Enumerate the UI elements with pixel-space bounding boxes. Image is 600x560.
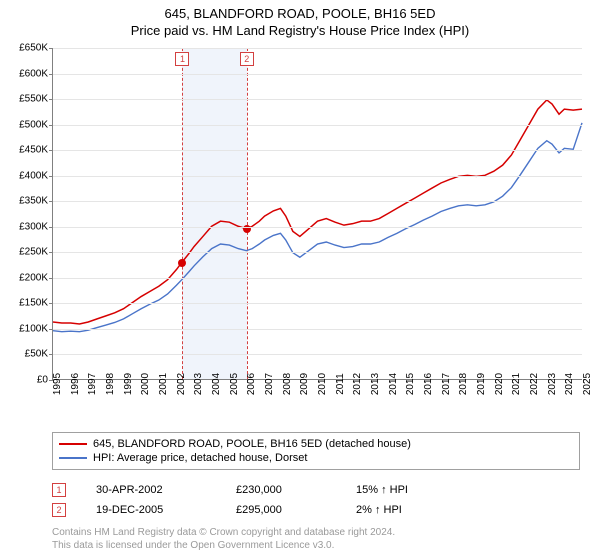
sales-row-0: 1 30-APR-2002 £230,000 15% ↑ HPI (52, 480, 580, 500)
x-tick-label: 2003 (193, 373, 204, 395)
sale-point-1 (178, 259, 186, 267)
x-tick-label: 2016 (423, 373, 434, 395)
footer-line-1: Contains HM Land Registry data © Crown c… (52, 526, 395, 539)
x-tick-label: 2022 (529, 373, 540, 395)
x-axis: 1995199619971998199920002001200220032004… (52, 380, 582, 425)
sales-row-date-1: 19-DEC-2005 (96, 504, 206, 516)
y-tick-label: £400K (19, 170, 48, 181)
title-main: 645, BLANDFORD ROAD, POOLE, BH16 5ED (0, 6, 600, 21)
y-tick-label: £0 (37, 375, 48, 386)
legend-swatch-1 (59, 457, 87, 459)
legend-label-0: 645, BLANDFORD ROAD, POOLE, BH16 5ED (de… (93, 438, 411, 450)
y-tick-label: £100K (19, 323, 48, 334)
chart-area: 1 2 (52, 48, 582, 380)
x-tick-label: 2020 (494, 373, 505, 395)
y-tick-label: £450K (19, 145, 48, 156)
y-tick-label: £200K (19, 272, 48, 283)
legend-swatch-0 (59, 443, 87, 445)
sales-row-date-0: 30-APR-2002 (96, 484, 206, 496)
series-property (53, 100, 582, 324)
x-tick-label: 1999 (123, 373, 134, 395)
x-tick-label: 1997 (87, 373, 98, 395)
x-tick-label: 2007 (264, 373, 275, 395)
x-tick-label: 1998 (105, 373, 116, 395)
footer: Contains HM Land Registry data © Crown c… (52, 526, 395, 552)
x-tick-label: 2005 (229, 373, 240, 395)
y-tick-label: £150K (19, 298, 48, 309)
plot-region: 1 2 (52, 48, 582, 380)
x-tick-label: 2017 (441, 373, 452, 395)
x-tick-label: 2013 (370, 373, 381, 395)
x-tick-label: 2008 (282, 373, 293, 395)
x-tick-label: 2000 (140, 373, 151, 395)
x-tick-label: 2012 (352, 373, 363, 395)
footer-line-2: This data is licensed under the Open Gov… (52, 539, 395, 552)
y-axis: £0£50K£100K£150K£200K£250K£300K£350K£400… (0, 48, 52, 380)
x-tick-label: 2015 (405, 373, 416, 395)
chart-container: 645, BLANDFORD ROAD, POOLE, BH16 5ED Pri… (0, 0, 600, 560)
x-tick-label: 2010 (317, 373, 328, 395)
x-tick-label: 2002 (176, 373, 187, 395)
sales-row-price-1: £295,000 (236, 504, 326, 516)
x-tick-label: 2009 (299, 373, 310, 395)
y-tick-label: £50K (25, 349, 48, 360)
y-tick-label: £350K (19, 196, 48, 207)
x-tick-label: 2025 (582, 373, 593, 395)
title-block: 645, BLANDFORD ROAD, POOLE, BH16 5ED Pri… (0, 0, 600, 38)
x-tick-label: 2023 (547, 373, 558, 395)
x-tick-label: 2014 (388, 373, 399, 395)
legend-row-1: HPI: Average price, detached house, Dors… (59, 451, 573, 465)
y-tick-label: £550K (19, 94, 48, 105)
legend-row-0: 645, BLANDFORD ROAD, POOLE, BH16 5ED (de… (59, 437, 573, 451)
y-tick-label: £300K (19, 221, 48, 232)
x-tick-label: 2001 (158, 373, 169, 395)
legend: 645, BLANDFORD ROAD, POOLE, BH16 5ED (de… (52, 432, 580, 470)
x-tick-label: 1996 (70, 373, 81, 395)
sales-row-marker-0: 1 (52, 483, 66, 497)
x-tick-label: 2011 (335, 373, 346, 395)
sales-row-1: 2 19-DEC-2005 £295,000 2% ↑ HPI (52, 500, 580, 520)
sales-table: 1 30-APR-2002 £230,000 15% ↑ HPI 2 19-DE… (52, 480, 580, 520)
x-tick-label: 2006 (246, 373, 257, 395)
title-sub: Price paid vs. HM Land Registry's House … (0, 23, 600, 38)
y-tick-label: £650K (19, 43, 48, 54)
y-tick-label: £600K (19, 68, 48, 79)
x-tick-label: 2024 (564, 373, 575, 395)
legend-label-1: HPI: Average price, detached house, Dors… (93, 452, 307, 464)
x-tick-label: 1995 (52, 373, 63, 395)
sales-row-marker-1: 2 (52, 503, 66, 517)
sales-row-diff-0: 15% ↑ HPI (356, 484, 456, 496)
y-tick-label: £500K (19, 119, 48, 130)
y-tick-label: £250K (19, 247, 48, 258)
sales-row-diff-1: 2% ↑ HPI (356, 504, 456, 516)
x-tick-label: 2018 (458, 373, 469, 395)
x-tick-label: 2004 (211, 373, 222, 395)
x-tick-label: 2019 (476, 373, 487, 395)
x-tick-label: 2021 (511, 373, 522, 395)
sales-row-price-0: £230,000 (236, 484, 326, 496)
